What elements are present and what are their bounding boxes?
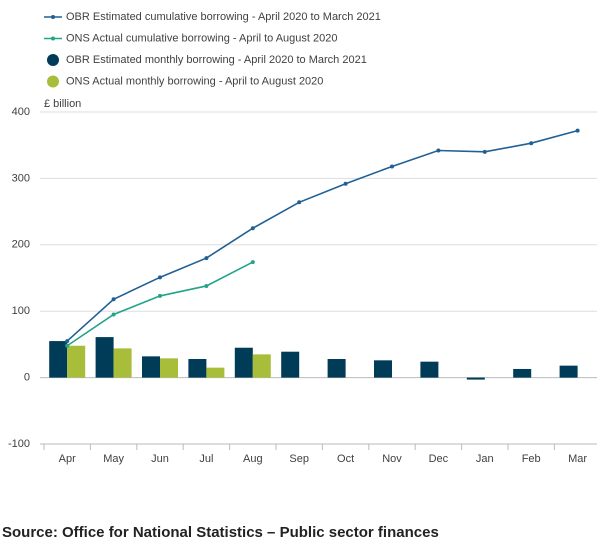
x-tick-label: Nov [382, 453, 402, 465]
point [250, 260, 255, 265]
y-tick-label: 300 [12, 172, 30, 184]
point [482, 149, 487, 154]
point [204, 283, 209, 288]
bar [513, 368, 532, 378]
y-tick-label: -100 [8, 438, 30, 450]
legend-swatch [51, 36, 55, 41]
bar [49, 341, 68, 378]
x-tick-label: Sep [289, 453, 309, 465]
x-tick-label: Apr [59, 453, 76, 465]
bar [420, 361, 439, 378]
bar [559, 365, 578, 378]
legend-label: OBR Estimated monthly borrowing - April … [66, 54, 367, 66]
bar [95, 337, 114, 378]
bar [327, 359, 346, 378]
point [529, 141, 534, 146]
bar [466, 377, 485, 380]
point [250, 226, 255, 231]
point [65, 339, 70, 344]
point [390, 164, 394, 169]
legend-label: ONS Actual cumulative borrowing - April … [66, 32, 337, 44]
bar [142, 356, 160, 378]
bar [206, 367, 225, 378]
point [204, 256, 209, 261]
bar [374, 360, 392, 378]
legend-swatch [47, 75, 59, 88]
point [158, 275, 162, 280]
x-tick-label: Aug [243, 453, 263, 465]
y-tick-label: 200 [12, 239, 30, 251]
bar [113, 348, 132, 378]
point [297, 200, 302, 205]
bar [188, 359, 207, 378]
point [575, 128, 580, 133]
source: Source: Office for National Statistics –… [2, 524, 439, 541]
bar [281, 351, 300, 378]
legend-label: ONS Actual monthly borrowing - April to … [66, 75, 323, 87]
x-tick-label: Jun [151, 453, 169, 465]
point [158, 293, 162, 298]
bar [67, 345, 86, 378]
legend-swatch [47, 54, 59, 66]
x-tick-label: Feb [522, 453, 541, 465]
x-tick-label: Jan [476, 453, 494, 465]
point [111, 297, 116, 302]
legend-swatch [51, 15, 55, 19]
legend-label: OBR Estimated cumulative borrowing - Apr… [66, 11, 381, 23]
y-tick-label: 100 [12, 305, 30, 317]
point [343, 181, 348, 186]
y-axis-label: £ billion [44, 98, 81, 110]
point [111, 312, 116, 317]
line [66, 129, 578, 342]
bar [160, 358, 178, 378]
x-tick-label: Mar [568, 453, 587, 465]
point [65, 343, 70, 348]
y-tick-label: 0 [24, 372, 30, 384]
x-tick-label: Oct [337, 453, 354, 465]
x-tick-label: Jul [199, 453, 213, 465]
x-tick-label: May [103, 453, 124, 465]
x-tick-label: Dec [429, 453, 449, 465]
line [66, 261, 254, 347]
point [436, 148, 441, 153]
bar [252, 354, 271, 378]
bar [234, 347, 253, 378]
y-tick-label: 400 [12, 106, 30, 118]
